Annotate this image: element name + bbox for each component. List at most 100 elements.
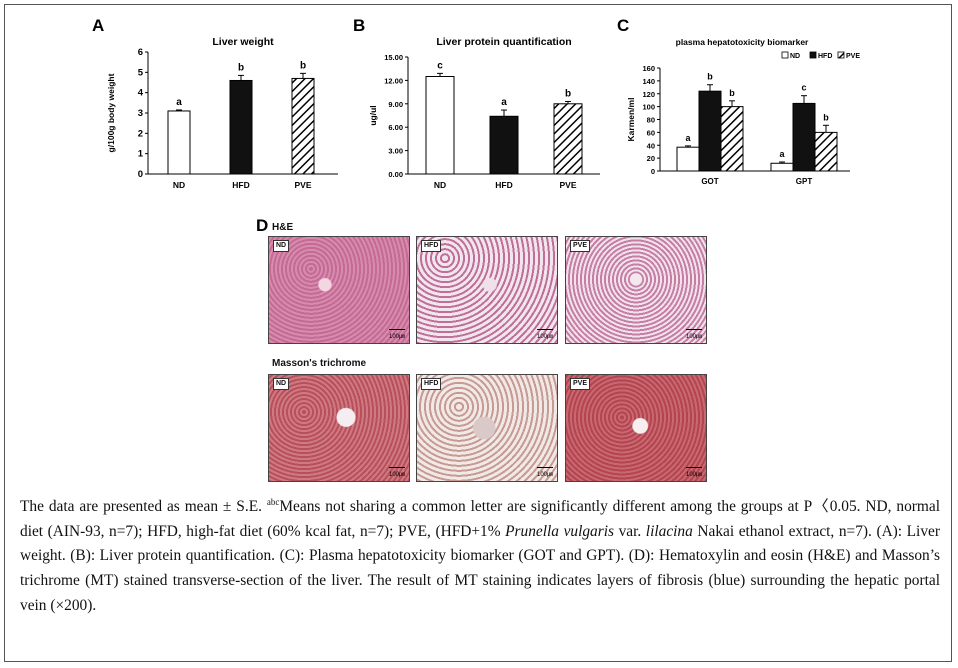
legend-swatch-pve — [837, 51, 845, 59]
bar-pve — [291, 77, 315, 175]
he-pve-label: PVE — [570, 240, 591, 252]
y-tick-label: 3.00 — [388, 147, 403, 156]
legend-label-nd: ND — [790, 53, 800, 60]
legend-label-hfd: HFD — [818, 53, 832, 60]
significance-letter: a — [779, 149, 785, 159]
he-hfd-label: HFD — [421, 240, 442, 252]
x-tick-label: ND — [434, 180, 446, 190]
significance-letter: b — [729, 88, 735, 98]
chart-liver-weight: Liver weight g/100g body weight 0 1 2 3 4 5 6 a ND… — [106, 36, 338, 190]
y-tick-label: 140 — [642, 77, 655, 86]
x-tick-label: ND — [173, 180, 185, 190]
y-tick-label: 60 — [647, 128, 655, 137]
bar-nd — [425, 76, 455, 175]
significance-letter: b — [823, 112, 829, 122]
y-tick-label: 1 — [138, 149, 144, 160]
bar-gpt-hfd — [792, 102, 816, 172]
y-tick-label: 9.00 — [388, 100, 403, 109]
significance-letter: b — [565, 88, 571, 99]
mt-title: Masson's trichrome — [272, 358, 367, 369]
significance-letter: a — [685, 133, 691, 143]
chart-title: plasma hepatotoxicity biomarker — [676, 37, 809, 47]
chart-title: Liver protein quantification — [436, 36, 571, 48]
mt-hfd-scale: 100㎛ — [536, 467, 553, 478]
legend-label-pve: PVE — [846, 53, 860, 60]
significance-letter: b — [300, 60, 306, 71]
y-tick-label: 20 — [647, 154, 655, 163]
bar-gpt-nd — [770, 162, 794, 172]
bar-got-nd — [676, 146, 700, 172]
y-tick-label: 0.00 — [388, 170, 403, 179]
mt-hfd-image: HFD 100㎛ — [416, 374, 558, 482]
significance-letter: b — [707, 72, 713, 82]
significance-letter: b — [238, 62, 244, 73]
bar-hfd — [489, 115, 519, 175]
y-tick-label: 120 — [642, 90, 655, 99]
panel-letter-c: C — [617, 16, 630, 35]
caption-part-1: The data are presented as mean ± S.E. — [20, 498, 267, 516]
y-axis-label: ug/ul — [368, 105, 378, 125]
caption-variety: lilacina — [645, 522, 693, 540]
chart-title: Liver weight — [212, 36, 274, 48]
caption-part-2: Means not sharing a common letter are si… — [20, 498, 940, 540]
significance-letter: c — [437, 60, 443, 71]
he-hfd-image: HFD 100㎛ — [416, 236, 558, 344]
y-tick-label: 80 — [647, 116, 655, 125]
caption-part-4: Nakai ethanol extract, n=7). (A): Liver … — [20, 522, 940, 614]
mt-nd-label: ND — [273, 378, 290, 390]
y-tick-label: 2 — [138, 128, 143, 139]
x-tick-label: GOT — [701, 177, 718, 186]
mt-pve-image: PVE 100㎛ — [565, 374, 707, 482]
mt-nd-image: ND 100㎛ — [268, 374, 410, 482]
x-tick-label: HFD — [495, 180, 512, 190]
legend-swatch-nd — [781, 51, 789, 59]
chart-plasma-biomarker: plasma hepatotoxicity biomarker ND HFD PVE K… — [626, 37, 860, 186]
x-tick-label: PVE — [294, 180, 311, 190]
y-tick-label: 12.00 — [384, 76, 403, 85]
panel-letter-b: B — [353, 16, 366, 35]
mt-hfd-label: HFD — [421, 378, 442, 390]
y-tick-label: 100 — [642, 103, 655, 112]
significance-letter: a — [501, 97, 507, 108]
y-tick-label: 5 — [138, 67, 144, 78]
figure-caption: The data are presented as mean ± S.E. ab… — [20, 490, 940, 618]
he-hfd-scale: 100㎛ — [536, 329, 553, 340]
mt-pve-label: PVE — [570, 378, 591, 390]
bar-got-pve — [720, 106, 744, 172]
legend-swatch-hfd — [809, 51, 817, 59]
y-tick-label: 3 — [138, 108, 143, 119]
y-axis-label: g/100g body weight — [106, 73, 116, 152]
he-nd-scale: 100㎛ — [388, 329, 405, 340]
he-title: H&E — [272, 222, 294, 233]
he-pve-scale: 100㎛ — [685, 329, 702, 340]
y-axis-label: Karmen/ml — [626, 98, 636, 142]
caption-part-3: var. — [614, 522, 646, 540]
mt-nd-scale: 100㎛ — [388, 467, 405, 478]
y-tick-label: 0 — [138, 169, 143, 180]
he-pve-image: PVE 100㎛ — [565, 236, 707, 344]
panel-letter-d: D — [256, 216, 269, 235]
significance-letter: a — [176, 97, 182, 108]
bar-gpt-pve — [814, 131, 838, 172]
y-tick-label: 160 — [642, 64, 655, 73]
caption-species: Prunella vulgaris — [505, 522, 615, 540]
significance-letter: c — [801, 83, 806, 93]
y-tick-label: 4 — [138, 88, 144, 99]
x-tick-label: HFD — [232, 180, 249, 190]
panel-letter-a: A — [92, 16, 105, 35]
bar-pve — [553, 103, 583, 175]
y-tick-label: 6 — [138, 47, 143, 58]
y-tick-label: 40 — [647, 141, 655, 150]
y-tick-label: 15.00 — [384, 53, 403, 62]
chart-liver-protein: Liver protein quantification ug/ul 0.00 3.0… — [368, 36, 600, 190]
y-tick-label: 6.00 — [388, 123, 403, 132]
x-tick-label: PVE — [559, 180, 576, 190]
bar-hfd — [229, 79, 253, 175]
y-tick-label: 0 — [651, 167, 655, 176]
he-nd-label: ND — [273, 240, 290, 252]
figure-frame — [4, 4, 952, 662]
caption-superscript: abc — [266, 497, 280, 507]
mt-pve-scale: 100㎛ — [685, 467, 702, 478]
he-nd-image: ND 100㎛ — [268, 236, 410, 344]
bar-got-hfd — [698, 90, 722, 172]
